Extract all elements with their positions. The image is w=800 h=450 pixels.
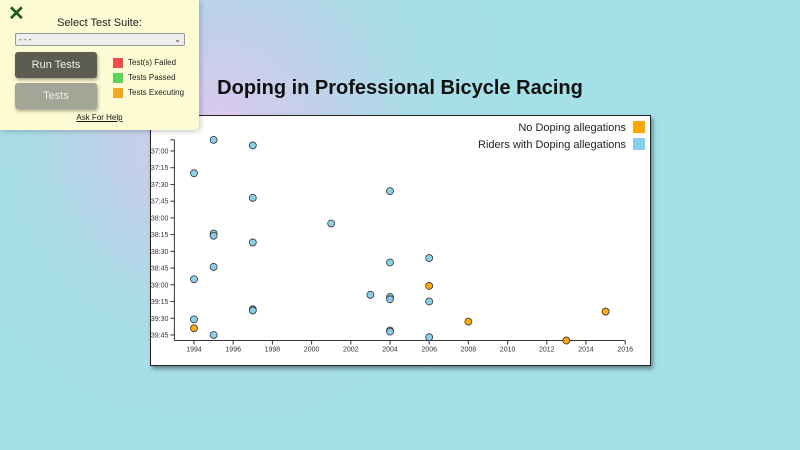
chart-title: Doping in Professional Bicycle Racing <box>217 77 583 99</box>
legend-label: Tests Executing <box>128 88 185 98</box>
legend-passed: Tests Passed <box>113 73 176 83</box>
x-tick-label: 2004 <box>382 347 398 354</box>
data-point <box>425 254 434 262</box>
select-suite-label: Select Test Suite: <box>57 17 142 29</box>
x-tick-label: 2002 <box>343 347 359 354</box>
close-icon[interactable]: ✕ <box>8 3 25 25</box>
x-tick-label: 2016 <box>617 347 633 354</box>
selected-value: - - - <box>19 35 32 44</box>
data-point <box>425 333 434 342</box>
data-point <box>386 295 394 304</box>
data-point <box>464 317 473 326</box>
x-tick-label: 1996 <box>225 347 241 354</box>
y-tick-label: 37:30 <box>151 182 168 189</box>
test-suite-select[interactable]: - - - ⌄ <box>15 33 185 46</box>
legend-label: Tests Passed <box>128 73 176 83</box>
run-tests-button[interactable]: Run Tests <box>15 52 97 78</box>
data-point <box>209 135 218 144</box>
y-tick-label: 39:30 <box>151 316 168 323</box>
data-point <box>386 327 394 336</box>
data-point <box>386 187 394 196</box>
data-point <box>248 141 257 150</box>
data-point <box>209 331 218 339</box>
failed-swatch <box>113 58 123 68</box>
tests-button[interactable]: Tests <box>15 83 97 109</box>
data-point <box>386 258 394 267</box>
legend-executing: Tests Executing <box>113 88 184 98</box>
x-tick-label: 2014 <box>578 347 594 354</box>
legend-failed: Test(s) Failed <box>113 58 176 68</box>
data-point <box>248 193 257 202</box>
legend-label: No Doping allegations <box>518 122 626 134</box>
y-tick-label: 37:45 <box>151 199 168 206</box>
x-tick-label: 2012 <box>539 347 555 354</box>
data-point <box>190 315 198 324</box>
legend-label: Test(s) Failed <box>128 58 177 68</box>
data-point <box>190 169 198 178</box>
y-tick-label: 39:15 <box>151 299 168 306</box>
x-tick-label: 1998 <box>265 347 281 354</box>
x-tick-label: 1994 <box>186 347 202 354</box>
data-point <box>209 263 218 271</box>
x-tick-label: 2010 <box>500 347 516 354</box>
data-point <box>248 306 257 315</box>
data-point <box>248 238 257 247</box>
legend-swatch <box>633 121 645 133</box>
data-point <box>190 324 198 333</box>
y-tick-label: 37:15 <box>151 165 168 172</box>
chevron-down-icon: ⌄ <box>174 35 181 44</box>
data-point <box>601 307 610 316</box>
data-point <box>562 336 571 345</box>
data-point <box>190 275 198 284</box>
y-tick-label: 38:15 <box>151 232 168 239</box>
y-tick-label: 38:45 <box>151 266 168 273</box>
passed-swatch <box>113 73 123 83</box>
legend-label: Riders with Doping allegations <box>478 139 626 151</box>
ask-for-help-link[interactable]: Ask For Help <box>76 113 123 122</box>
x-tick-label: 2008 <box>461 347 477 354</box>
data-point <box>425 282 434 290</box>
scatter-plot: 37:00 37:15 37:30 37:45 38:00 38:15 38:30 38:45… <box>151 121 645 354</box>
y-tick-label: 39:00 <box>151 282 168 289</box>
y-tick-label: 38:30 <box>151 249 168 256</box>
x-tick-label: 2000 <box>304 347 320 354</box>
data-point <box>366 290 375 299</box>
test-panel: ✕ Select Test Suite: - - - ⌄ Run Tests T… <box>0 0 199 130</box>
executing-swatch <box>113 88 123 98</box>
y-tick-label: 39:45 <box>151 332 168 339</box>
data-point <box>209 231 218 240</box>
x-tick-label: 2006 <box>421 347 437 354</box>
chart-container: 37:00 37:15 37:30 37:45 38:00 38:15 38:30 38:45… <box>150 115 651 366</box>
legend-swatch <box>633 138 645 150</box>
data-point <box>327 219 336 228</box>
y-tick-label: 37:00 <box>151 149 168 156</box>
y-tick-label: 38:00 <box>151 215 168 222</box>
data-point <box>425 297 434 306</box>
